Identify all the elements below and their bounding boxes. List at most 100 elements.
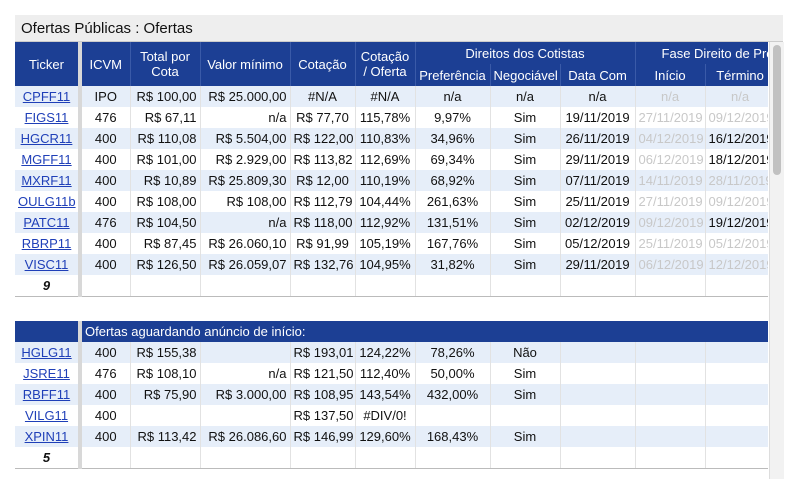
cell bbox=[634, 275, 706, 297]
scroll-thumb[interactable] bbox=[773, 45, 781, 175]
column-header: Preferência bbox=[414, 64, 491, 86]
cell: 06/12/2019 bbox=[634, 254, 706, 275]
cell: n/a bbox=[705, 86, 768, 107]
ticker-link[interactable]: VILG11 bbox=[24, 408, 69, 423]
cell bbox=[634, 384, 706, 405]
cell: R$ 12,00 bbox=[290, 170, 356, 191]
row: CPFF11 IPO R$ 100,00 R$ 25.000,00 #N/A #N/A n/… bbox=[15, 86, 768, 107]
count-cell: 9 bbox=[15, 275, 81, 297]
ticker-link[interactable]: CPFF11 bbox=[22, 89, 71, 104]
cell: R$ 113,42 bbox=[130, 426, 201, 447]
cell: R$ 5.504,00 bbox=[200, 128, 291, 149]
ticker-cell: HGLG11 bbox=[15, 342, 81, 363]
row: HGCR11 400 R$ 110,08 R$ 5.504,00 R$ 122,00 11… bbox=[15, 128, 768, 149]
cell: #N/A bbox=[290, 86, 356, 107]
cell: 131,51% bbox=[414, 212, 491, 233]
cell bbox=[200, 447, 291, 469]
cell bbox=[490, 447, 561, 469]
cell: 104,95% bbox=[355, 254, 416, 275]
cell: R$ 155,38 bbox=[130, 342, 201, 363]
ticker-link[interactable]: RBFF11 bbox=[22, 387, 71, 402]
cell: 31,82% bbox=[414, 254, 491, 275]
cell bbox=[705, 405, 768, 426]
ticker-link[interactable]: MXRF11 bbox=[21, 173, 72, 188]
cell: R$ 101,00 bbox=[130, 149, 201, 170]
ticker-link[interactable]: JSRE11 bbox=[23, 366, 70, 381]
cell: Sim bbox=[490, 212, 561, 233]
cell: R$ 112,79 bbox=[290, 191, 356, 212]
cell: Sim bbox=[490, 426, 561, 447]
column-header: Cotação / Oferta bbox=[355, 42, 416, 86]
cell: R$ 108,00 bbox=[200, 191, 291, 212]
cell: 400 bbox=[78, 405, 131, 426]
ticker-link[interactable]: OULG11b bbox=[18, 194, 76, 209]
cell: 68,92% bbox=[414, 170, 491, 191]
cell: 400 bbox=[78, 128, 131, 149]
ticker-cell: JSRE11 bbox=[15, 363, 81, 384]
cell: R$ 77,70 bbox=[290, 107, 356, 128]
sheet: Ticker ICVM Total por Cota Valor mínimo … bbox=[15, 42, 768, 479]
ticker-cell: PATC11 bbox=[15, 212, 81, 233]
cell: R$ 26.059,07 bbox=[200, 254, 291, 275]
cell: 02/12/2019 bbox=[560, 212, 636, 233]
cell bbox=[560, 405, 636, 426]
ticker-cell: OULG11b bbox=[15, 191, 81, 212]
cell: R$ 118,00 bbox=[290, 212, 356, 233]
cell: 400 bbox=[78, 384, 131, 405]
ticker-cell: RBRP11 bbox=[15, 233, 81, 254]
cell: 476 bbox=[78, 107, 131, 128]
cell: 400 bbox=[78, 426, 131, 447]
cell: n/a bbox=[200, 212, 291, 233]
count-cell: 5 bbox=[15, 447, 81, 469]
cell: 05/12/2019 bbox=[705, 233, 768, 254]
ticker-link[interactable]: RBRP11 bbox=[21, 236, 72, 251]
cell: 19/11/2019 bbox=[560, 107, 636, 128]
cell: 167,76% bbox=[414, 233, 491, 254]
cell bbox=[130, 447, 201, 469]
column-header: Ticker bbox=[15, 42, 81, 86]
cell bbox=[560, 447, 636, 469]
cell bbox=[290, 275, 356, 297]
cell: 110,83% bbox=[355, 128, 416, 149]
column-header: Cotação bbox=[290, 42, 356, 86]
ticker-link[interactable]: MGFF11 bbox=[21, 152, 72, 167]
cell: R$ 113,82 bbox=[290, 149, 356, 170]
cell: 400 bbox=[78, 149, 131, 170]
row: OULG11b 400 R$ 108,00 R$ 108,00 R$ 112,79 104… bbox=[15, 191, 768, 212]
cell bbox=[130, 275, 201, 297]
cell: 26/11/2019 bbox=[560, 128, 636, 149]
ticker-cell: RBFF11 bbox=[15, 384, 81, 405]
cell: 476 bbox=[78, 212, 131, 233]
ticker-link[interactable]: FIGS11 bbox=[24, 110, 69, 125]
cell: 34,96% bbox=[414, 128, 491, 149]
cell: R$ 25.000,00 bbox=[200, 86, 291, 107]
row: JSRE11 476 R$ 108,10 n/a R$ 121,50 112,40% 50,… bbox=[15, 363, 768, 384]
row: XPIN11 400 R$ 113,42 R$ 26.086,60 R$ 146,99 1… bbox=[15, 426, 768, 447]
ticker-link[interactable]: XPIN11 bbox=[24, 429, 69, 444]
cell: 129,60% bbox=[355, 426, 416, 447]
scrollbar[interactable] bbox=[769, 42, 784, 479]
cell: 18/12/2019 bbox=[705, 149, 768, 170]
count-row: 9 bbox=[15, 275, 768, 297]
cell: R$ 26.060,10 bbox=[200, 233, 291, 254]
cell bbox=[705, 447, 768, 469]
cell: 14/11/2019 bbox=[634, 170, 706, 191]
cell: 105,19% bbox=[355, 233, 416, 254]
cell: 115,78% bbox=[355, 107, 416, 128]
cell: #DIV/0! bbox=[355, 405, 416, 426]
cell: 112,92% bbox=[355, 212, 416, 233]
ticker-link[interactable]: PATC11 bbox=[23, 215, 70, 230]
count-row: 5 bbox=[15, 447, 768, 469]
cell: 261,63% bbox=[414, 191, 491, 212]
cell: R$ 25.809,30 bbox=[200, 170, 291, 191]
cell: R$ 122,00 bbox=[290, 128, 356, 149]
ticker-link[interactable]: HGCR11 bbox=[20, 131, 73, 146]
ticker-cell: XPIN11 bbox=[15, 426, 81, 447]
cell: 110,19% bbox=[355, 170, 416, 191]
cell: 476 bbox=[78, 363, 131, 384]
cell: R$ 67,11 bbox=[130, 107, 201, 128]
ticker-link[interactable]: HGLG11 bbox=[21, 345, 72, 360]
cell: n/a bbox=[200, 107, 291, 128]
ticker-link[interactable]: VISC11 bbox=[24, 257, 69, 272]
cell: 168,43% bbox=[414, 426, 491, 447]
